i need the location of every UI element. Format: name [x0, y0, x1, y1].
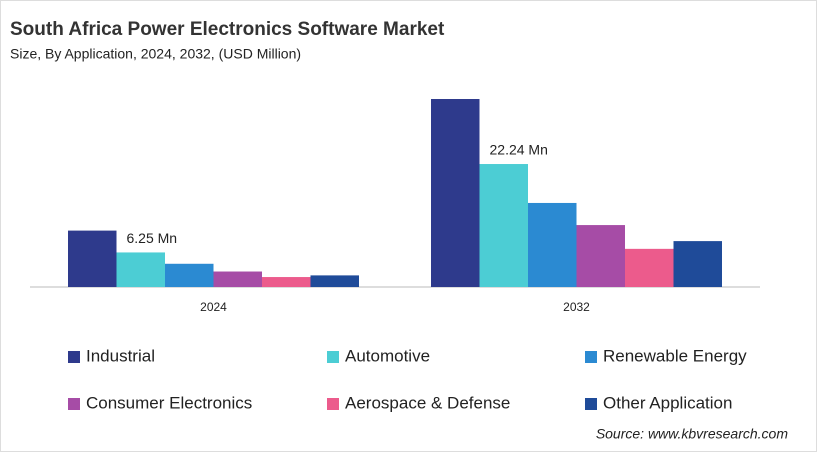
- bar: [576, 225, 625, 287]
- data-label: 22.24 Mn: [490, 142, 548, 158]
- data-label: 6.25 Mn: [127, 230, 178, 246]
- x-tick-label: 2024: [200, 300, 227, 314]
- x-tick-label: 2032: [563, 300, 590, 314]
- legend-label: Industrial: [86, 346, 155, 365]
- legend-swatch: [585, 398, 597, 410]
- bar: [625, 248, 674, 287]
- legend-label: Automotive: [345, 346, 430, 365]
- bar: [528, 202, 577, 287]
- legend-swatch: [68, 398, 80, 410]
- chart-subtitle: Size, By Application, 2024, 2032, (USD M…: [10, 46, 301, 62]
- legend-label: Renewable Energy: [603, 346, 747, 365]
- legend-label: Consumer Electronics: [86, 393, 252, 412]
- bar: [165, 263, 214, 287]
- legend-swatch: [68, 351, 80, 363]
- legend-swatch: [327, 398, 339, 410]
- source: Source: www.kbvresearch.com: [596, 426, 789, 442]
- legend-label: Other Application: [603, 393, 732, 412]
- legend-label: Aerospace & Defense: [345, 393, 510, 412]
- bar: [262, 277, 311, 287]
- bar: [310, 275, 359, 287]
- chart-title: South Africa Power Electronics Software …: [10, 19, 445, 40]
- bar: [116, 252, 165, 287]
- bar: [68, 230, 117, 287]
- legend-swatch: [585, 351, 597, 363]
- legend-swatch: [327, 351, 339, 363]
- bar: [431, 99, 480, 287]
- bar: [673, 241, 722, 287]
- bar: [213, 271, 262, 287]
- bar: [479, 164, 528, 287]
